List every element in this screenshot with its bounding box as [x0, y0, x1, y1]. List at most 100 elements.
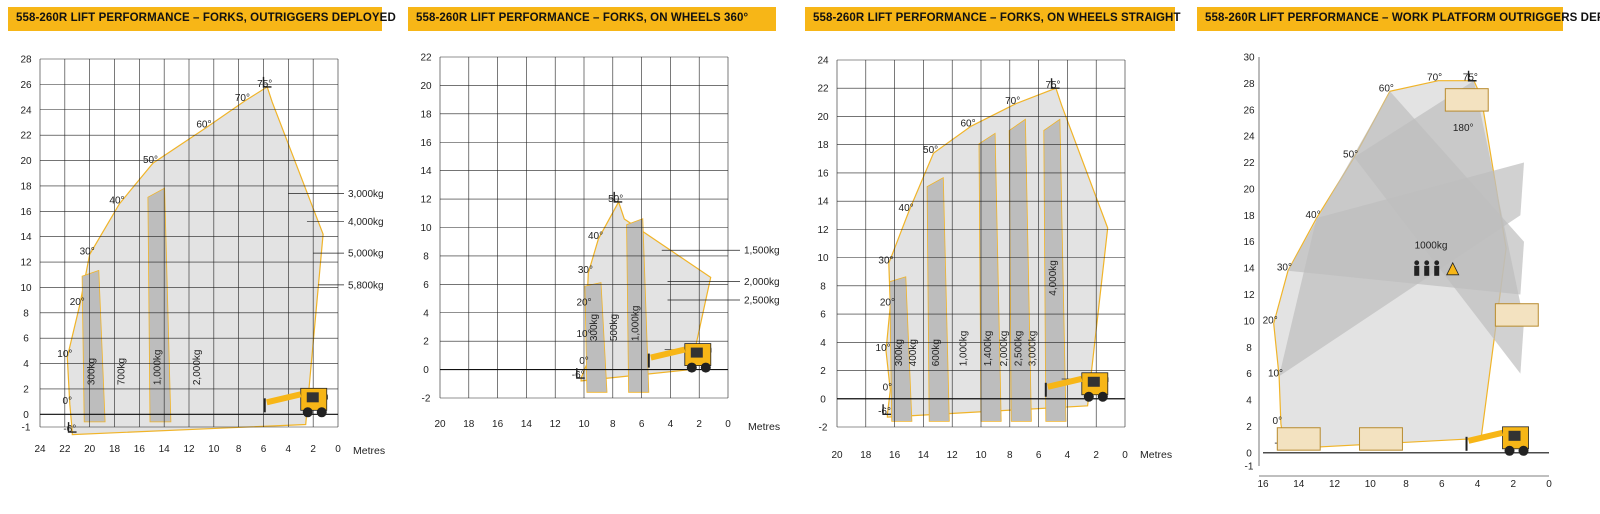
- telehandler-boom: [1047, 375, 1083, 390]
- y-tick-label: 26: [20, 80, 32, 91]
- y-tick-label: 6: [423, 280, 429, 291]
- chart-panel-outriggers: 558-260R LIFT PERFORMANCE – FORKS, OUTRI…: [8, 0, 396, 514]
- y-tick-label: 24: [1243, 132, 1255, 143]
- boom-angle-label: 60°: [1379, 83, 1394, 94]
- boom-angle-label: 30°: [578, 265, 593, 276]
- person-icon: [1414, 265, 1420, 276]
- telehandler-wheel: [700, 362, 711, 373]
- boom-angle-label: 70°: [1427, 73, 1442, 84]
- cab-window: [1087, 376, 1100, 387]
- y-tick-label: 28: [20, 55, 32, 66]
- telehandler-wheel: [1083, 391, 1094, 402]
- capacity-label: 300kg: [87, 358, 98, 385]
- boom-angle-label: 30°: [1277, 263, 1292, 274]
- x-tick-label: 18: [463, 419, 475, 430]
- fork-icon: [613, 191, 623, 203]
- boom-angle-label: 50°: [143, 155, 158, 166]
- x-tick-label: 2: [310, 444, 316, 455]
- capacity-label: 700kg: [116, 358, 127, 385]
- boom-angle-label: 40°: [899, 203, 914, 214]
- x-tick-label: 4: [1475, 479, 1481, 490]
- x-tick-label: 14: [159, 444, 171, 455]
- x-tick-label: 12: [550, 419, 562, 430]
- person-icon: [1434, 260, 1440, 266]
- capacity-label: 1,000kg: [152, 350, 163, 386]
- y-tick-label: 12: [20, 258, 32, 269]
- y-tick-label: 14: [20, 232, 32, 243]
- boom-angle-label: 10°: [876, 343, 891, 354]
- boom-angle-label: 40°: [588, 231, 603, 242]
- y-tick-label: -2: [422, 394, 431, 405]
- x-tick-label: 2: [696, 419, 702, 430]
- y-tick-label: 18: [20, 181, 32, 192]
- fork-icon: [882, 404, 892, 415]
- y-tick-label: 0: [1246, 448, 1252, 459]
- x-tick-label: 16: [134, 444, 146, 455]
- capacity-band: [978, 132, 1002, 422]
- capacity-label: 4,000kg: [1048, 260, 1059, 296]
- x-tick-label: 12: [183, 444, 195, 455]
- x-tick-label: 4: [1065, 450, 1071, 461]
- x-tick-label: 20: [434, 419, 446, 430]
- person-icon: [1424, 260, 1430, 266]
- y-tick-label: 10: [817, 253, 829, 264]
- y-tick-label: 6: [1246, 369, 1252, 380]
- x-axis-label: Metres: [748, 421, 780, 433]
- boom-angle-label: 20°: [70, 297, 85, 308]
- y-tick-label: 18: [817, 140, 829, 151]
- capacity-label: 400kg: [908, 339, 919, 366]
- y-tick-label: -1: [22, 423, 31, 434]
- cab-window: [1508, 430, 1521, 441]
- y-tick-label: 20: [20, 156, 32, 167]
- boom-angle-label: 20°: [576, 298, 591, 309]
- telehandler-wheel: [1097, 391, 1108, 402]
- y-tick-label: 30: [1243, 53, 1255, 64]
- x-tick-label: 0: [1546, 479, 1552, 490]
- x-tick-label: 14: [918, 450, 930, 461]
- y-tick-label: 24: [20, 105, 32, 116]
- telehandler-boom: [1467, 429, 1504, 444]
- y-tick-label: 22: [20, 131, 32, 142]
- y-tick-label: 4: [423, 308, 429, 319]
- boom-angle-label: 0°: [579, 356, 589, 367]
- x-tick-label: 6: [639, 419, 645, 430]
- capacity-label: 180°: [1453, 123, 1474, 134]
- y-tick-label: 16: [20, 207, 32, 218]
- x-tick-label: 10: [975, 450, 987, 461]
- load-series-label: 4,000kg: [348, 217, 384, 228]
- y-tick-label: 26: [1243, 105, 1255, 116]
- boom-angle-label: 0°: [63, 396, 73, 407]
- y-tick-label: 8: [820, 281, 826, 292]
- capacity-label: 3,000kg: [1028, 331, 1039, 367]
- boom-angle-label: 30°: [878, 255, 893, 266]
- y-tick-label: 20: [817, 112, 829, 123]
- fork-icon: [67, 422, 77, 433]
- y-tick-label: 0: [423, 365, 429, 376]
- y-tick-label: 4: [1246, 396, 1252, 407]
- y-tick-label: 0: [820, 394, 826, 405]
- y-tick-label: 14: [817, 197, 829, 208]
- boom-angle-label: 0°: [883, 382, 893, 393]
- load-series-label: 5,800kg: [348, 280, 384, 291]
- boom-angle-label: 75°: [1045, 80, 1060, 91]
- work-platform-basket: [1276, 427, 1321, 451]
- x-tick-label: 10: [208, 444, 220, 455]
- person-icon: [1414, 260, 1420, 266]
- capacity-label: 500kg: [609, 314, 620, 341]
- y-tick-label: 18: [420, 109, 432, 120]
- boom-angle-label: 0°: [1273, 416, 1283, 427]
- chart-title-bar: 558-260R LIFT PERFORMANCE – FORKS, OUTRI…: [8, 7, 396, 31]
- y-tick-label: 2: [23, 384, 29, 395]
- y-tick-label: 18: [1243, 211, 1255, 222]
- work-platform-basket: [1494, 303, 1539, 327]
- y-tick-label: 24: [817, 56, 829, 67]
- boom-angle-label: 30°: [80, 246, 95, 257]
- chart-panel-wheels-360: 558-260R LIFT PERFORMANCE – FORKS, ON WH…: [408, 0, 780, 514]
- boom-angle-label: 20°: [1263, 316, 1278, 327]
- boom-angle-label: 60°: [960, 118, 975, 129]
- person-icon: [1434, 265, 1440, 276]
- y-tick-label: -1: [1245, 462, 1254, 473]
- y-tick-label: 6: [23, 334, 29, 345]
- x-tick-label: 20: [831, 450, 843, 461]
